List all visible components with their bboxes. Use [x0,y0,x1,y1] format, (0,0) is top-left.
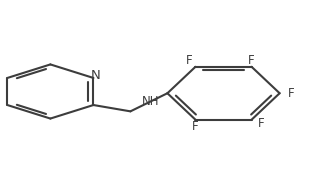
Text: F: F [192,120,199,133]
Text: F: F [248,54,255,67]
Text: F: F [258,117,264,130]
Text: F: F [288,87,294,100]
Text: N: N [91,69,101,82]
Text: F: F [186,54,192,67]
Text: NH: NH [142,95,159,108]
